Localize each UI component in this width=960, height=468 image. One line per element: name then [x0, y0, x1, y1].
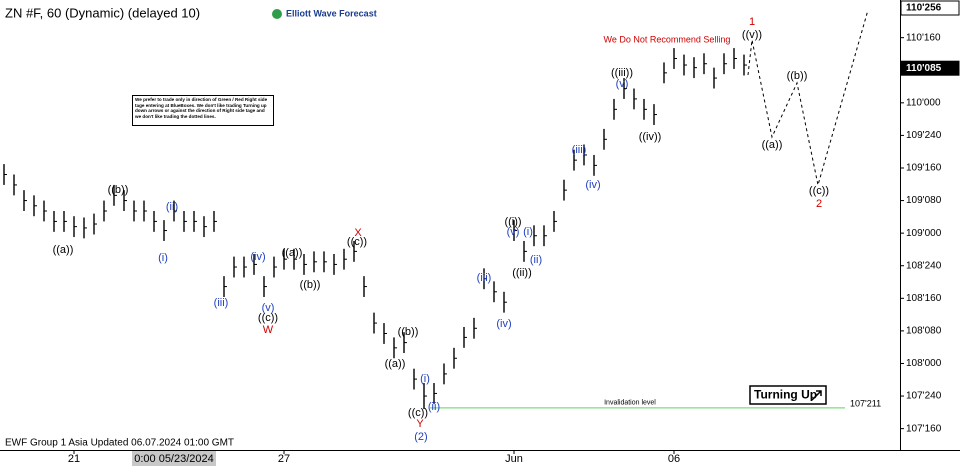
- y-tick-label: 110'160: [906, 32, 941, 43]
- wave-label: (iii): [477, 272, 492, 284]
- invalidation-label: Invalidation level: [604, 400, 656, 407]
- wave-label: ((b)): [787, 70, 808, 82]
- wave-label: (iv): [250, 251, 265, 263]
- y-tick-label: 110'000: [906, 97, 941, 108]
- price-label: 110'085: [906, 63, 942, 74]
- footer: EWF Group 1 Asia Updated 06.07.2024 01:0…: [5, 438, 234, 449]
- wave-label: ((c)): [809, 185, 829, 197]
- chart-title: ZN #F, 60 (Dynamic) (delayed 10): [5, 5, 200, 20]
- wave-label: (iii): [572, 144, 587, 156]
- wave-label: ((c)): [347, 236, 367, 248]
- x-tick-label: 06: [668, 453, 680, 465]
- price-label-box: [900, 60, 960, 76]
- y-tick-label: 109'160: [906, 163, 942, 174]
- crosshair-label-bg: [132, 451, 216, 466]
- note: We prefer to trade only in direction of …: [132, 95, 274, 126]
- price-label: 110'256: [906, 3, 942, 14]
- y-tick-label: 107'160: [906, 423, 942, 434]
- wave-label: ((c)): [258, 312, 278, 324]
- signal: Turning Up: [754, 388, 817, 402]
- logo: Elliott Wave Forecast: [286, 8, 377, 18]
- wave-label: (i): [420, 373, 430, 385]
- wave-label: ((iv)): [639, 131, 662, 143]
- wave-label: (iv): [585, 179, 600, 191]
- wave-label: (iii): [214, 297, 229, 309]
- wave-label: (2): [414, 431, 427, 443]
- warning: We Do Not Recommend Selling: [604, 34, 731, 44]
- wave-label: 2: [816, 198, 822, 210]
- wave-label: (v): [507, 226, 520, 238]
- wave-label: (ii): [428, 401, 440, 413]
- projection: [747, 9, 869, 186]
- wave-label: (v): [616, 78, 629, 90]
- invalidation-value: 107'211: [850, 398, 881, 408]
- wave-label: ((a)): [385, 358, 406, 370]
- wave-label: ((iii)): [611, 67, 633, 79]
- y-tick-label: 108'160: [906, 293, 942, 304]
- wave-label: (v): [262, 302, 275, 314]
- wave-label: W: [263, 324, 274, 336]
- y-tick-label: 109'080: [906, 195, 942, 206]
- wave-label: (i): [158, 252, 168, 264]
- wave-label: (iv): [496, 318, 511, 330]
- y-tick-label: 108'080: [906, 326, 942, 337]
- wave-label: (ii): [166, 201, 178, 213]
- x-tick-label: 21: [68, 453, 80, 465]
- signal-box: [749, 385, 827, 405]
- x-tick-label: 0:00 05/23/2024: [134, 453, 214, 465]
- wave-label: ((a)): [53, 244, 74, 256]
- wave-label: Y: [416, 418, 424, 430]
- wave-label: ((b)): [108, 184, 129, 196]
- signal-arrow: [811, 390, 822, 401]
- wave-label: 1: [749, 16, 755, 28]
- wave-label: ((b)): [398, 326, 419, 338]
- wave-label: (ii): [530, 254, 542, 266]
- logo-icon: [272, 9, 282, 19]
- y-tick-label: 109'240: [906, 130, 942, 141]
- wave-label: ((ii)): [512, 267, 532, 279]
- y-tick-label: 107'240: [906, 391, 942, 402]
- wave-label: ((v)): [742, 29, 762, 41]
- wave-label: ((a)): [282, 247, 303, 259]
- wave-label: (i): [523, 226, 533, 238]
- price-label-box: [900, 0, 960, 16]
- wave-label: ((i)): [504, 216, 521, 228]
- wave-label: ((b)): [300, 279, 321, 291]
- wave-label: X: [354, 227, 362, 239]
- y-tick-label: 109'000: [906, 228, 942, 239]
- x-tick-label: Jun: [505, 453, 523, 465]
- y-tick-label: 108'240: [906, 260, 942, 271]
- x-tick-label: 27: [278, 453, 290, 465]
- y-tick-label: 108'000: [906, 358, 942, 369]
- wave-label: ((c)): [408, 407, 428, 419]
- wave-label: ((a)): [762, 139, 783, 151]
